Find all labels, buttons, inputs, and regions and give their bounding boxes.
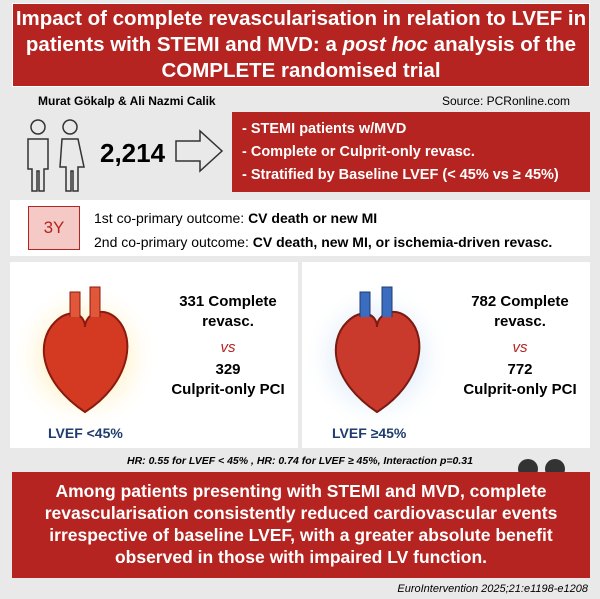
population-icons: [27, 119, 224, 192]
outcome-label: 1st co-primary outcome:: [94, 210, 249, 226]
title: Impact of complete revascularisation in …: [12, 3, 590, 87]
title-italic: post hoc: [342, 33, 428, 56]
conclusion: Among patients presenting with STEMI and…: [12, 472, 590, 578]
population-count: 2,214: [100, 138, 166, 168]
culprit-label: Culprit-only PCI: [463, 381, 577, 398]
culprit-count: 329: [215, 361, 241, 378]
citation: EuroIntervention 2025;21:e1198-e1208: [397, 583, 588, 595]
complete-count: 331 Complete revasc.: [179, 293, 277, 330]
vs: vs: [220, 339, 236, 356]
bullet: - Complete or Culprit-only revasc.: [242, 144, 475, 160]
vs: vs: [512, 339, 528, 356]
heart-illustration: [302, 282, 452, 432]
duration-badge: 3Y: [28, 206, 80, 250]
authors: Murat Gökalp & Ali Nazmi Calik: [38, 94, 216, 108]
outcome: 1st co-primary outcome: CV death or new …: [94, 206, 552, 230]
outcome-box: [10, 200, 590, 256]
lvef-label: LVEF ≥45%: [332, 425, 407, 441]
title-text: analysis of the COMPLETE randomised tria…: [161, 33, 577, 82]
outcome-label: 2nd co-primary outcome:: [94, 234, 253, 250]
quote-icon: [518, 459, 565, 475]
heart-illustration: [10, 282, 160, 432]
lvef-label: LVEF <45%: [48, 425, 123, 441]
outcome-text: CV death or new MI: [248, 210, 378, 226]
panel: LVEF ≥45% 782 Complete revasc. vs 772 Cu…: [302, 262, 590, 448]
outcome: 2nd co-primary outcome: CV death, new MI…: [94, 230, 552, 254]
bullet: - Stratified by Baseline LVEF (< 45% vs …: [242, 167, 559, 183]
source: Source: PCRonline.com: [441, 94, 570, 108]
population-bullets: - STEMI patients w/MVD - Complete or Cul…: [232, 112, 590, 192]
hazard-ratios: HR: 0.55 for LVEF < 45% , HR: 0.74 for L…: [127, 455, 473, 467]
outcome-text: CV death, new MI, or ischemia-driven rev…: [252, 234, 553, 250]
title-text: Impact of complete revascularisation in …: [15, 7, 587, 56]
complete-count: 782 Complete revasc.: [471, 293, 569, 330]
bullet: - STEMI patients w/MVD: [242, 121, 407, 137]
culprit-count: 772: [507, 361, 533, 378]
panel: LVEF <45% 331 Complete revasc. vs 329 Cu…: [10, 262, 298, 448]
culprit-label: Culprit-only PCI: [171, 381, 285, 398]
